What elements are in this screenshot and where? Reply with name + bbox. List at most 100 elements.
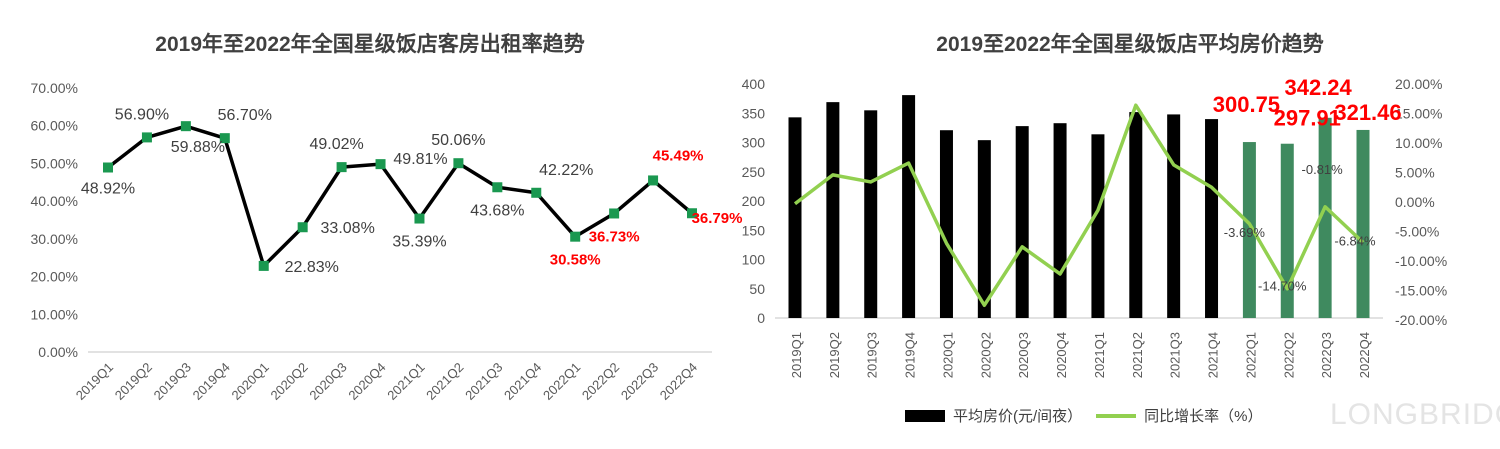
y-tick-label: 0.00% bbox=[38, 344, 78, 360]
data-label: 49.81% bbox=[393, 151, 447, 168]
right-y-tick-label: 10.00% bbox=[1395, 135, 1442, 151]
left-y-tick-label: 150 bbox=[742, 222, 766, 238]
x-tick-label: 2020Q3 bbox=[1016, 332, 1031, 378]
data-label: 35.39% bbox=[392, 234, 446, 251]
x-tick-label: 2019Q3 bbox=[865, 332, 880, 378]
price-bar bbox=[1053, 123, 1067, 318]
data-label: 36.73% bbox=[589, 228, 640, 245]
price-data-label: 342.24 bbox=[1284, 75, 1352, 100]
price-bar bbox=[1129, 112, 1143, 318]
growth-data-label: -0.81% bbox=[1302, 162, 1344, 177]
x-tick-label: 2019Q2 bbox=[827, 332, 842, 378]
x-tick-label: 2021Q1 bbox=[384, 360, 427, 403]
growth-data-label: -6.84% bbox=[1334, 233, 1376, 248]
x-tick-label: 2022Q3 bbox=[1319, 332, 1334, 378]
right-y-tick-label: -10.00% bbox=[1395, 253, 1447, 269]
right-y-tick-label: -15.00% bbox=[1395, 283, 1447, 299]
x-tick-label: 2020Q2 bbox=[978, 332, 993, 378]
data-point-marker bbox=[648, 175, 659, 186]
data-point-marker bbox=[414, 213, 425, 224]
x-tick-label: 2019Q4 bbox=[190, 360, 233, 403]
y-tick-label: 30.00% bbox=[31, 231, 78, 247]
y-tick-label: 20.00% bbox=[31, 269, 78, 285]
data-point-marker bbox=[219, 133, 230, 144]
data-point-marker bbox=[258, 260, 269, 271]
left-y-tick-label: 200 bbox=[742, 193, 766, 209]
price-bar bbox=[1091, 134, 1105, 318]
x-tick-label: 2022Q2 bbox=[579, 360, 622, 403]
data-point-marker bbox=[180, 121, 191, 132]
right-y-tick-label: -20.00% bbox=[1395, 312, 1447, 328]
data-point-marker bbox=[531, 187, 542, 198]
x-tick-label: 2020Q4 bbox=[1054, 332, 1069, 378]
price-bar bbox=[788, 117, 802, 318]
growth-data-label: -14.70% bbox=[1258, 279, 1307, 294]
left-y-tick-label: 250 bbox=[742, 164, 766, 180]
price-bar bbox=[1318, 117, 1332, 318]
price-bar bbox=[1242, 142, 1256, 318]
data-label: 30.58% bbox=[550, 252, 601, 269]
price-bar bbox=[826, 102, 840, 318]
left-y-tick-label: 0 bbox=[757, 310, 765, 326]
legend-line-swatch bbox=[1096, 413, 1137, 418]
price-bar bbox=[977, 140, 991, 318]
legend-line-label: 同比增长率（%） bbox=[1144, 408, 1263, 425]
data-point-marker bbox=[375, 159, 386, 170]
data-label: 50.06% bbox=[431, 132, 485, 149]
x-tick-label: 2022Q1 bbox=[1243, 332, 1258, 378]
data-label: 59.88% bbox=[171, 139, 225, 156]
x-tick-label: 2021Q2 bbox=[1130, 332, 1145, 378]
data-label: 56.70% bbox=[218, 107, 272, 124]
data-label: 43.68% bbox=[470, 202, 524, 219]
x-tick-label: 2022Q3 bbox=[618, 360, 661, 403]
x-tick-label: 2021Q1 bbox=[1092, 332, 1107, 378]
right-y-tick-label: 0.00% bbox=[1395, 194, 1435, 210]
x-tick-label: 2021Q3 bbox=[462, 360, 505, 403]
data-point-marker bbox=[687, 208, 697, 219]
left-y-tick-label: 50 bbox=[749, 281, 765, 297]
x-tick-label: 2020Q4 bbox=[345, 360, 388, 403]
x-tick-label: 2020Q2 bbox=[267, 360, 310, 403]
y-tick-label: 40.00% bbox=[31, 193, 78, 209]
right-y-tick-label: 15.00% bbox=[1395, 106, 1442, 122]
data-label: 45.49% bbox=[653, 147, 704, 164]
left-y-tick-label: 100 bbox=[742, 252, 766, 268]
x-tick-label: 2020Q3 bbox=[306, 360, 349, 403]
x-tick-label: 2021Q4 bbox=[501, 360, 544, 403]
growth-data-label: -3.69% bbox=[1224, 225, 1266, 240]
legend-bar-swatch bbox=[905, 409, 945, 422]
x-tick-label: 2021Q3 bbox=[1168, 332, 1183, 378]
data-label: 56.90% bbox=[115, 106, 169, 123]
x-tick-label: 2021Q4 bbox=[1206, 332, 1221, 378]
watermark: LONGBRIDGE bbox=[1330, 398, 1500, 431]
price-bar bbox=[1167, 114, 1181, 318]
data-point-marker bbox=[492, 182, 503, 193]
x-tick-label: 2019Q1 bbox=[73, 360, 116, 403]
price-bar bbox=[1280, 143, 1294, 318]
legend-bar-label: 平均房价(元/间夜） bbox=[953, 408, 1083, 425]
x-tick-label: 2022Q4 bbox=[657, 360, 700, 403]
y-tick-label: 60.00% bbox=[31, 118, 78, 134]
y-tick-label: 10.00% bbox=[31, 306, 78, 322]
right-chart-title: 2019至2022年全国星级饭店平均房价趋势 bbox=[936, 33, 1324, 56]
x-tick-label: 2022Q1 bbox=[540, 360, 583, 403]
data-point-marker bbox=[141, 132, 152, 143]
right-y-tick-label: 20.00% bbox=[1395, 76, 1442, 92]
left-y-tick-label: 350 bbox=[742, 105, 766, 121]
price-data-label: 321.46 bbox=[1334, 100, 1401, 125]
data-point-marker bbox=[297, 222, 308, 233]
x-tick-label: 2022Q4 bbox=[1357, 332, 1372, 378]
price-bar bbox=[1205, 119, 1219, 318]
y-tick-label: 70.00% bbox=[31, 80, 78, 96]
occupancy-line bbox=[106, 124, 694, 268]
x-tick-label: 2019Q4 bbox=[903, 332, 918, 378]
data-point-marker bbox=[570, 231, 581, 242]
data-label: 49.02% bbox=[309, 136, 363, 153]
price-data-label: 297.91 bbox=[1274, 106, 1341, 131]
price-data-label: 300.75 bbox=[1213, 92, 1280, 117]
x-tick-label: 2020Q1 bbox=[940, 332, 955, 378]
growth-rate-line bbox=[793, 103, 1365, 307]
left-y-tick-label: 300 bbox=[742, 135, 766, 151]
right-y-tick-label: 5.00% bbox=[1395, 165, 1435, 181]
